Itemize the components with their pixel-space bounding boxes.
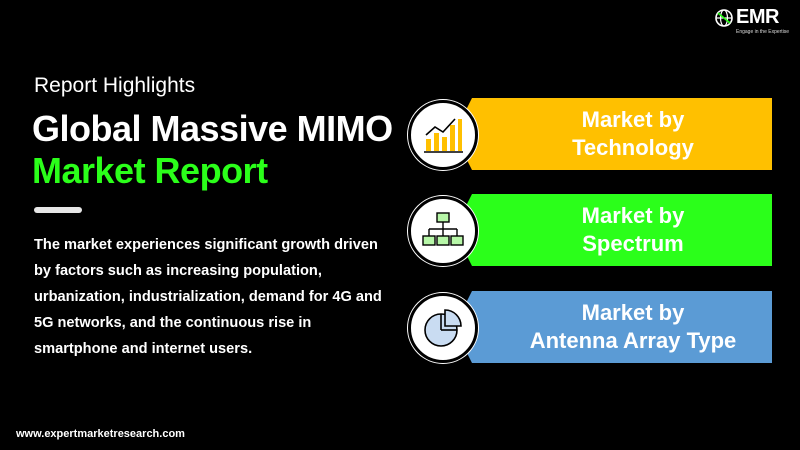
emr-logo: EMR Engage in the Expertise xyxy=(714,4,790,40)
hierarchy-icon xyxy=(422,212,464,246)
bar-chart-icon xyxy=(424,118,463,153)
segment-antenna-array-type: Market by Antenna Array Type xyxy=(408,291,788,363)
pie-chart-icon xyxy=(424,309,462,347)
segment-technology-line2: Technology xyxy=(572,135,694,160)
report-title-line2: Market Report xyxy=(32,150,268,191)
segment-technology-icon-circle xyxy=(408,100,478,170)
logo-text: EMR xyxy=(736,6,779,28)
globe-icon xyxy=(715,9,733,27)
segment-antenna-line1: Market by xyxy=(581,300,685,325)
report-description: The market experiences significant growt… xyxy=(34,237,382,357)
segment-technology-banner: Market by Technology xyxy=(454,98,772,170)
segment-spectrum-line2: Spectrum xyxy=(582,231,684,256)
segment-antenna-icon-circle xyxy=(408,293,478,363)
segment-antenna-banner: Market by Antenna Array Type xyxy=(454,291,772,363)
report-title-line1: Global Massive MIMO xyxy=(32,108,393,149)
report-highlights-label: Report Highlights xyxy=(34,74,196,97)
segment-technology-line1: Market by xyxy=(581,107,685,132)
segment-technology: Market by Technology xyxy=(408,98,788,170)
title-divider xyxy=(34,207,82,213)
website-url: www.expertmarketresearch.com xyxy=(16,428,185,440)
segment-spectrum-icon-circle xyxy=(408,196,478,266)
logo-tagline: Engage in the Expertise xyxy=(736,29,790,35)
segment-antenna-line2: Antenna Array Type xyxy=(529,328,737,353)
segment-spectrum-line1: Market by xyxy=(581,203,685,228)
segment-spectrum: Market by Spectrum xyxy=(408,194,788,266)
segment-spectrum-banner: Market by Spectrum xyxy=(454,194,772,266)
